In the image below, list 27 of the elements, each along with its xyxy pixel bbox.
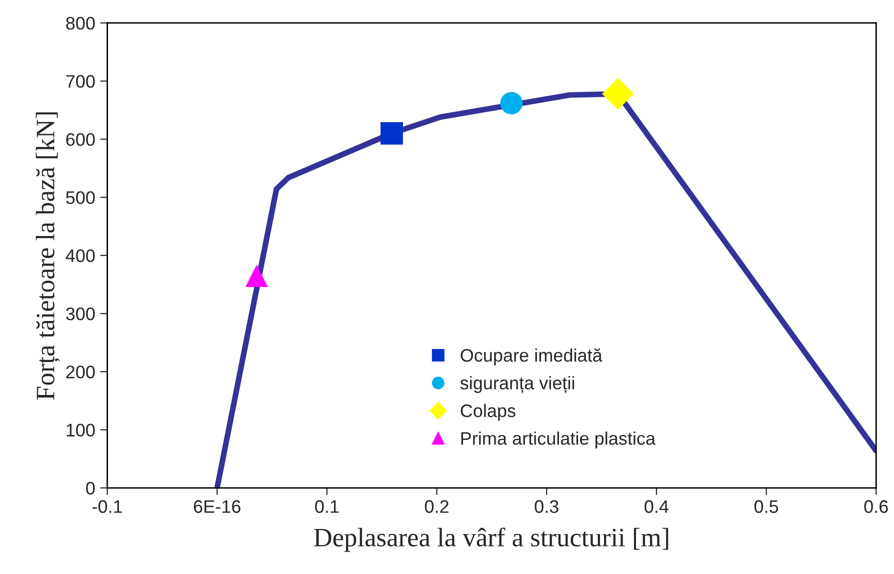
- legend-label: siguranța vieții: [460, 376, 574, 394]
- y-tick-label: 800: [66, 16, 95, 30]
- x-tick-label: 0.5: [754, 500, 778, 513]
- y-tick-label: 0: [86, 482, 95, 495]
- y-tick-label: 300: [66, 307, 95, 320]
- legend-label: Colaps: [460, 404, 516, 421]
- legend-label: Ocupare imediată: [460, 348, 602, 366]
- point: [602, 78, 634, 110]
- x-tick-label: 0.1: [315, 500, 339, 513]
- y-tick-label: 400: [66, 249, 95, 262]
- legend-label: Prima articulatie plastica: [461, 432, 656, 448]
- y-axis-title: Forța tăietoare la bază [kN]: [36, 112, 60, 400]
- y-tick-label: 700: [66, 75, 95, 88]
- point: [380, 122, 403, 145]
- x-tick-label: 0.3: [534, 500, 558, 513]
- point: [500, 92, 523, 114]
- x-tick-label: -0.1: [92, 500, 122, 513]
- y-tick-label: 200: [66, 366, 95, 378]
- x-tick-label: 0.4: [644, 500, 668, 513]
- x-tick-label: 6E-16: [194, 500, 240, 513]
- x-tick-label: 0.2: [424, 500, 448, 513]
- y-tick-label: 600: [66, 133, 95, 146]
- y-tick-label: 100: [66, 424, 95, 437]
- x-axis-title: Deplasarea la vârf a structurii [m]: [314, 528, 668, 552]
- x-tick-label: 0.6: [864, 500, 888, 513]
- point: [245, 264, 268, 287]
- y-tick-label: 500: [66, 191, 95, 204]
